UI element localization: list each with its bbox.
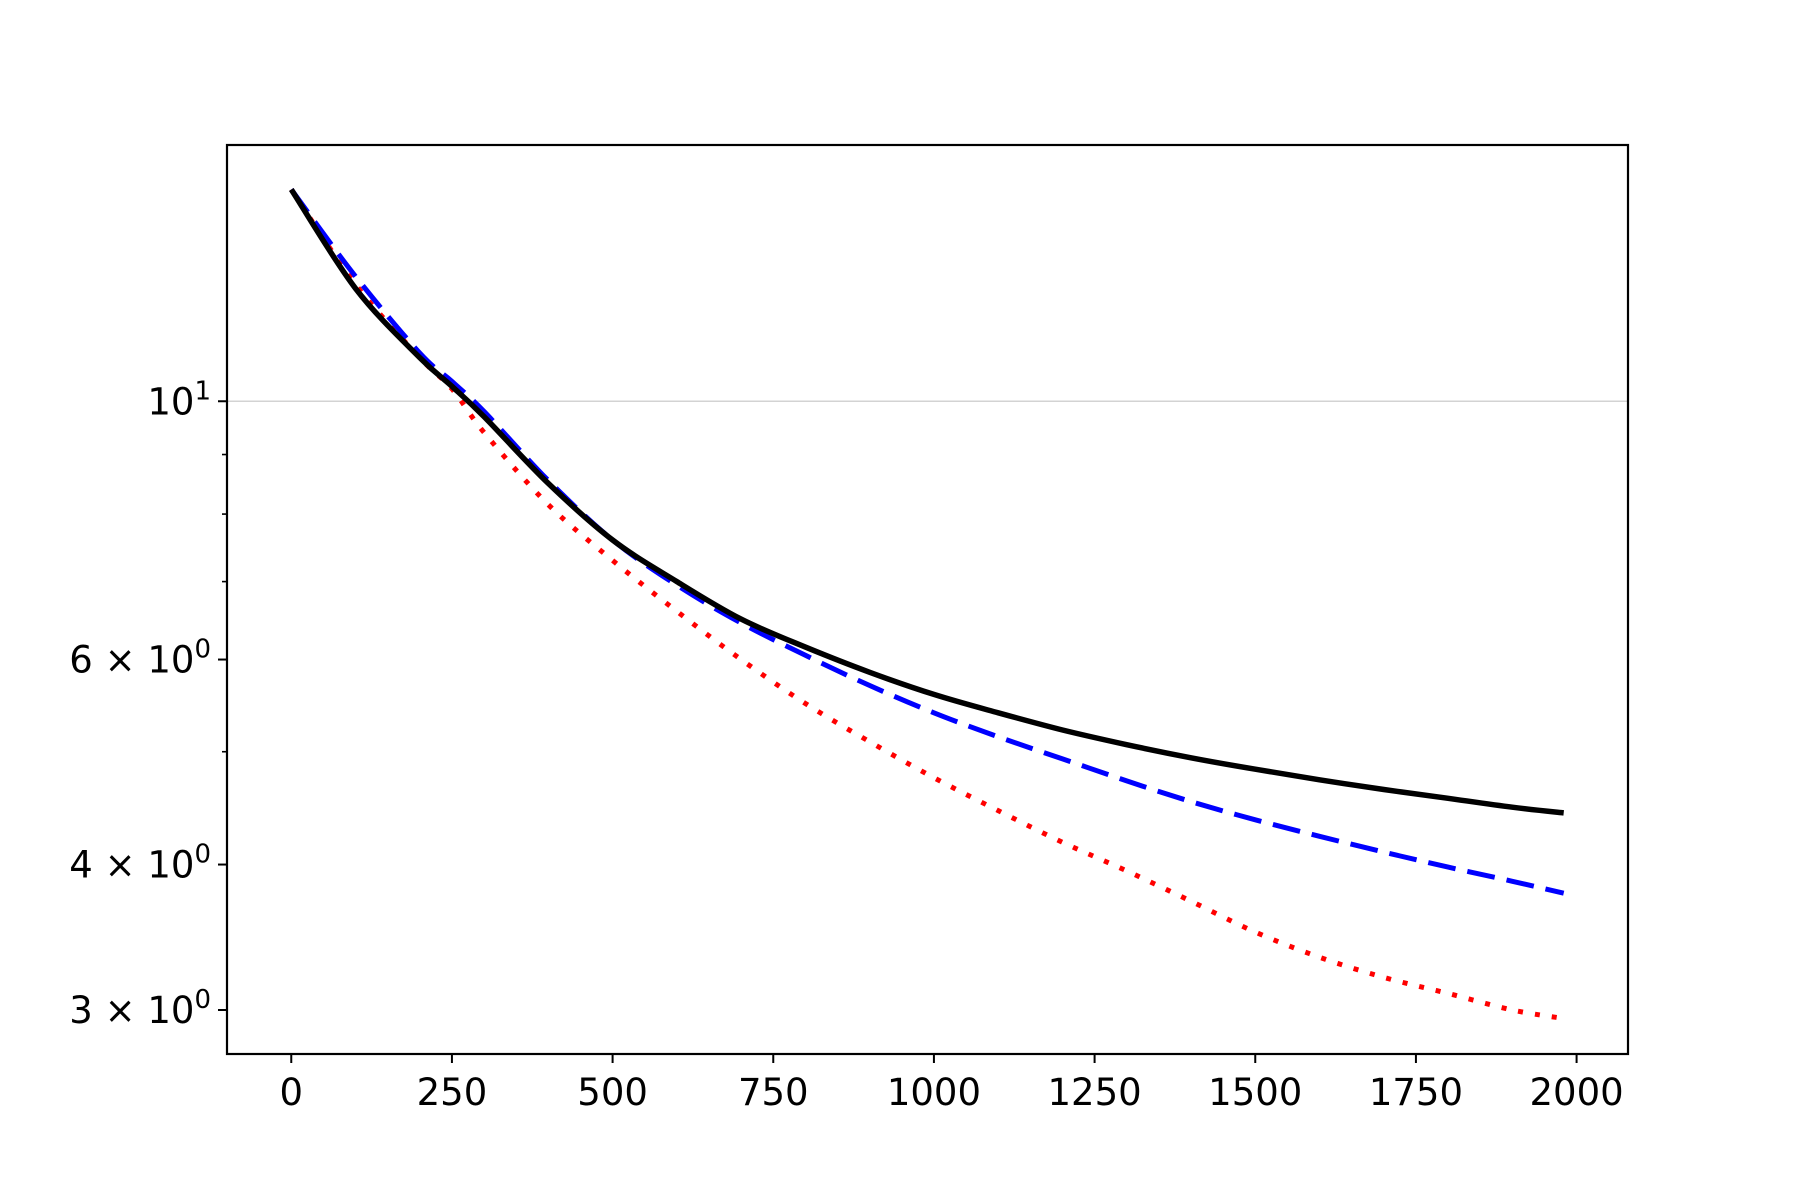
x-axis: 0 250 500 750 1000 1250 1500 1750 2000 <box>279 1054 1624 1114</box>
y-tick-label-base: 4 × 10 <box>69 844 194 887</box>
x-tick-label: 1000 <box>887 1071 981 1114</box>
y-tick-label-base: 6 × 10 <box>69 639 194 682</box>
y-tick-label: 4 × 100 <box>69 840 211 887</box>
x-tick-label: 1750 <box>1369 1071 1463 1114</box>
series-line-dotted <box>289 188 1565 1021</box>
x-tick-label: 1500 <box>1208 1071 1302 1114</box>
y-tick-label-exponent: 1 <box>194 376 211 406</box>
y-tick-label-exponent: 0 <box>194 840 211 870</box>
y-tick-label-base: 3 × 10 <box>69 989 194 1032</box>
series-lines <box>288 188 1565 1021</box>
series-line-dashed <box>289 188 1565 896</box>
y-tick-label-exponent: 0 <box>194 635 211 665</box>
x-tick-label: 250 <box>417 1071 488 1114</box>
series-line-solid <box>288 188 1564 816</box>
y-tick-label-base: 10 <box>147 380 194 423</box>
x-tick-label: 750 <box>738 1071 809 1114</box>
x-tick-label: 500 <box>577 1071 648 1114</box>
y-tick-label: 101 <box>147 376 211 423</box>
x-tick-label: 2000 <box>1530 1071 1624 1114</box>
plot-frame <box>225 143 1630 1056</box>
y-tick-label: 3 × 100 <box>69 985 211 1032</box>
x-tick-label: 0 <box>279 1071 303 1114</box>
x-tick-label: 1250 <box>1048 1071 1142 1114</box>
y-tick-label: 6 × 100 <box>69 635 211 682</box>
y-tick-label-exponent: 0 <box>194 985 211 1015</box>
